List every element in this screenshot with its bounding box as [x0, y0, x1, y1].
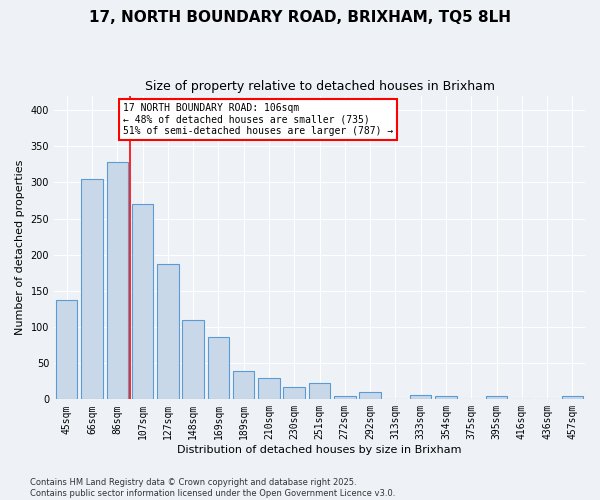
Bar [81, 178, 103, 400]
Bar [435, 396, 457, 400]
Text: 17 NORTH BOUNDARY ROAD: 106sqm
← 48% of detached houses are smaller (735)
51% of: 17 NORTH BOUNDARY ROAD: 106sqm ← 48% of … [123, 103, 394, 136]
Bar [157, 264, 179, 400]
Bar [359, 392, 381, 400]
Text: Contains HM Land Registry data © Crown copyright and database right 2025.
Contai: Contains HM Land Registry data © Crown c… [30, 478, 395, 498]
Bar [283, 387, 305, 400]
Bar [334, 396, 356, 400]
Y-axis label: Number of detached properties: Number of detached properties [15, 160, 25, 335]
Bar [182, 320, 204, 400]
Text: 17, NORTH BOUNDARY ROAD, BRIXHAM, TQ5 8LH: 17, NORTH BOUNDARY ROAD, BRIXHAM, TQ5 8L… [89, 10, 511, 25]
Bar [132, 204, 153, 400]
Bar [208, 337, 229, 400]
Title: Size of property relative to detached houses in Brixham: Size of property relative to detached ho… [145, 80, 494, 93]
Bar [562, 396, 583, 400]
Bar [233, 371, 254, 400]
Bar [410, 395, 431, 400]
Bar [107, 162, 128, 400]
Bar [56, 300, 77, 400]
Bar [486, 396, 507, 400]
X-axis label: Distribution of detached houses by size in Brixham: Distribution of detached houses by size … [177, 445, 462, 455]
Bar [258, 378, 280, 400]
Bar [309, 382, 330, 400]
